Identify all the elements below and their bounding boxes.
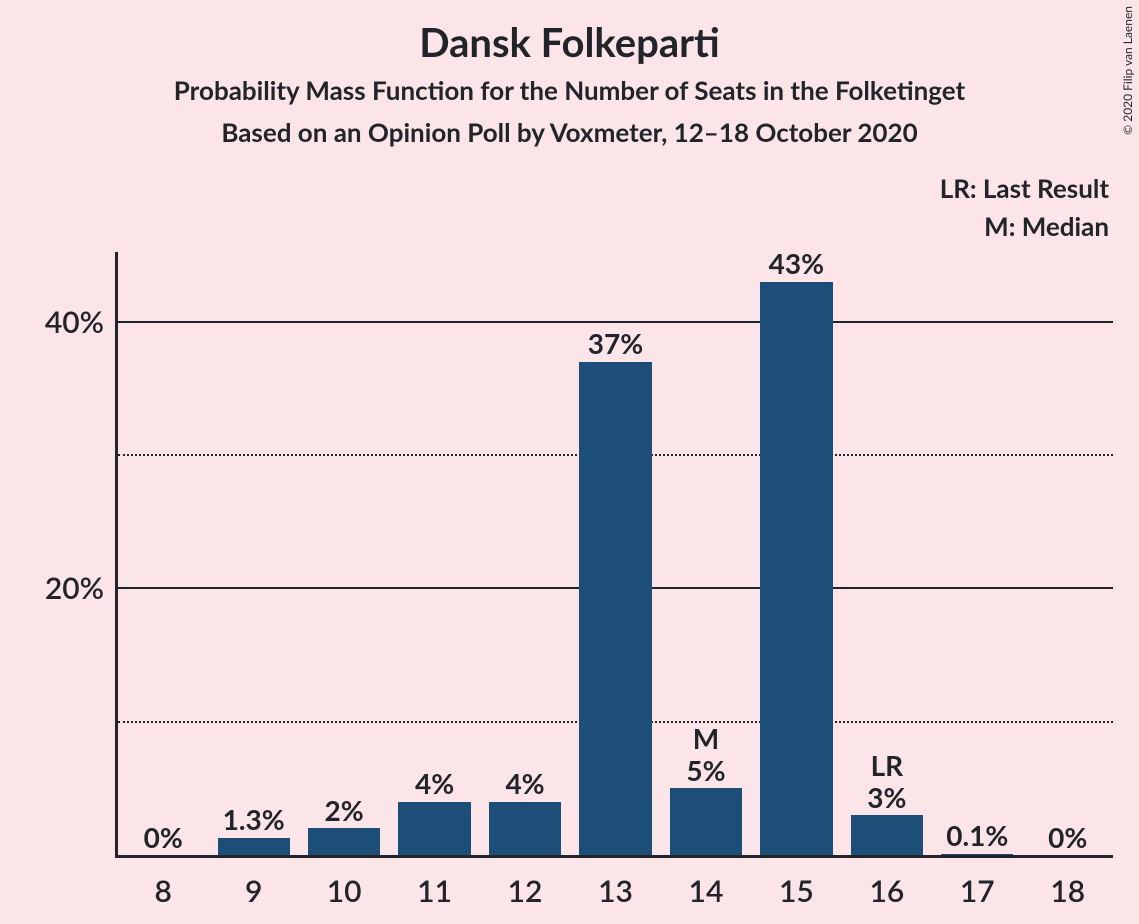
bar-value-label: 0% [1048,821,1087,853]
x-axis-tick-label: 15 [779,855,814,909]
bar-value-label: 43% [769,247,824,279]
x-axis-tick-label: 9 [245,855,262,909]
y-axis-tick-label: 20% [45,570,118,606]
x-axis-tick-label: 17 [960,855,995,909]
x-axis-tick-label: 12 [508,855,543,909]
legend-last-result: LR: Last Result [940,172,1109,204]
x-axis-tick-label: 16 [869,855,904,909]
bar-value-label: 2% [325,794,364,826]
bar-value-label: 3% [867,781,906,813]
bar-value-label: 0% [144,821,183,853]
chart-subtitle-1: Probability Mass Function for the Number… [0,74,1139,106]
plot-area: 20%40%891011121314151617180%1.3%2%4%4%37… [118,255,1113,855]
x-axis-tick-label: 13 [598,855,633,909]
chart-canvas: Dansk Folkeparti Probability Mass Functi… [0,0,1139,924]
bar-value-label: 37% [588,327,643,359]
x-axis-tick-label: 10 [327,855,362,909]
x-axis [115,855,1113,858]
x-axis-tick-label: 18 [1050,855,1085,909]
bar-value-label: 5% [686,754,725,786]
bar: 37% [579,362,651,855]
y-axis [115,252,118,858]
bar: LR3% [851,815,923,855]
bar: 2% [308,828,380,855]
bar-annotation: M [686,722,725,754]
chart-title: Dansk Folkeparti [0,18,1139,66]
y-axis-tick-label: 40% [45,304,118,340]
bar: 43% [760,282,832,855]
x-axis-tick-label: 14 [689,855,724,909]
legend-median: M: Median [984,210,1109,242]
copyright-text: © 2020 Filip van Laenen [1120,6,1135,135]
bar: M5% [670,788,742,855]
bar: 1.3% [218,838,290,855]
bar-annotation: LR [867,749,906,781]
bar-value-label: 1.3% [223,803,285,835]
gridline [118,321,1113,323]
bar: 4% [398,802,470,855]
x-axis-tick-label: 8 [155,855,172,909]
bar: 4% [489,802,561,855]
bar-value-label: 0.1% [946,819,1008,851]
bar-value-label: 4% [505,767,544,799]
chart-subtitle-2: Based on an Opinion Poll by Voxmeter, 12… [0,116,1139,148]
bar-value-label: 4% [415,767,454,799]
x-axis-tick-label: 11 [417,855,452,909]
